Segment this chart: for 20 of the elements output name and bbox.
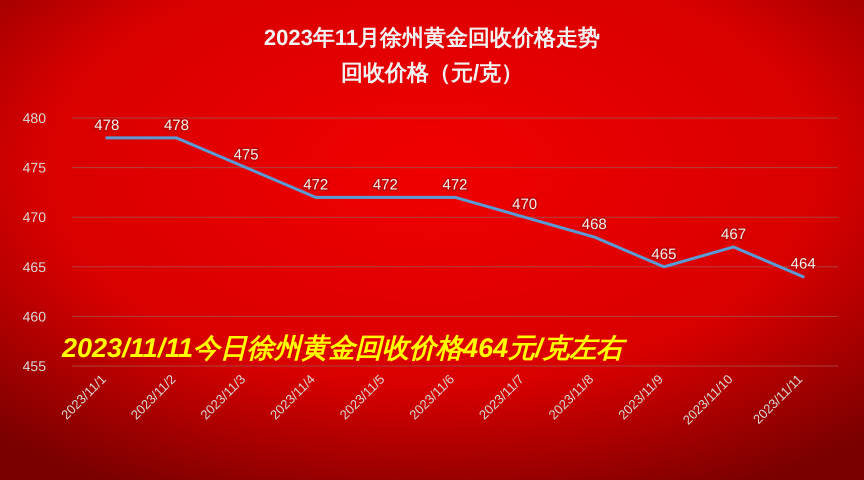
data-label: 472: [372, 176, 398, 194]
data-label: 478: [94, 116, 120, 134]
data-label: 472: [303, 176, 328, 194]
chart-title: 2023年11月徐州黄金回收价格走势: [264, 25, 600, 50]
data-label: 472: [442, 176, 468, 194]
data-label: 467: [721, 226, 746, 243]
data-label: 465: [651, 246, 676, 263]
data-label: 478: [164, 116, 189, 134]
y-tick-label: 455: [22, 358, 46, 374]
data-label: 464: [790, 256, 816, 273]
y-tick-label: 480: [22, 110, 46, 126]
y-tick-label: 475: [22, 160, 46, 176]
y-tick-label: 470: [22, 209, 46, 226]
data-label: 470: [512, 196, 538, 214]
chart-subtitle: 回收价格（元/克）: [340, 60, 524, 85]
data-label: 468: [582, 216, 607, 234]
y-tick-label: 460: [22, 308, 46, 324]
data-label: 475: [234, 146, 259, 164]
annotation: 2023/11/11今日徐州黄金回收价格464元/克左右: [61, 333, 628, 363]
y-tick-label: 465: [22, 258, 46, 275]
